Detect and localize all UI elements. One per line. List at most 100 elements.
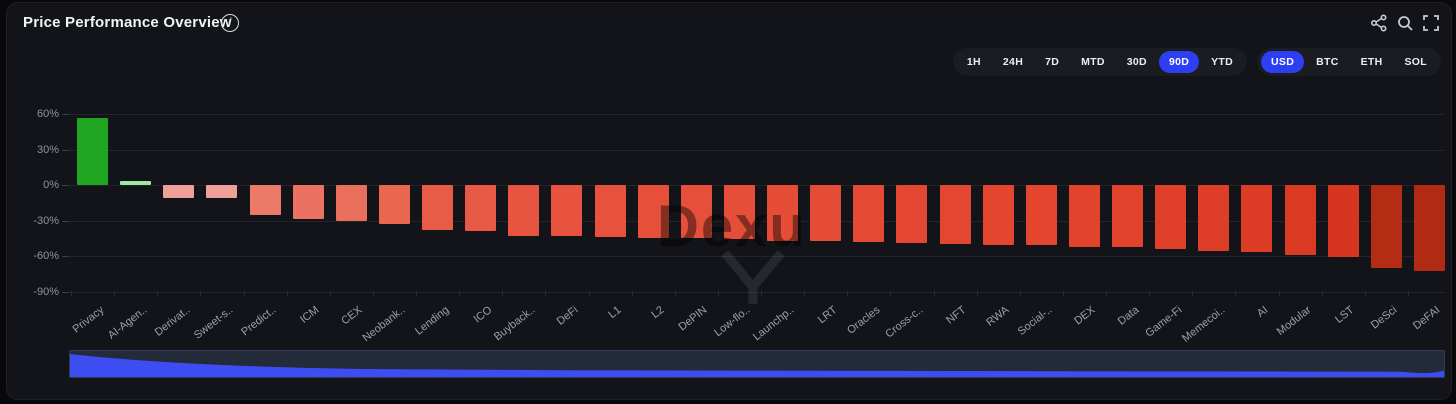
x-axis-label: L1 [606, 304, 624, 321]
y-axis-label: -60% [33, 250, 59, 262]
y-axis-tick [62, 291, 69, 293]
chart-bar-ai[interactable] [1241, 185, 1273, 253]
x-axis-tick [588, 291, 590, 296]
x-axis-tick [1321, 291, 1323, 296]
chart-bar-social-[interactable] [1025, 185, 1057, 246]
time-range-1h[interactable]: 1H [957, 51, 991, 73]
info-icon[interactable]: i [221, 14, 239, 32]
denomination-sol[interactable]: SOL [1395, 51, 1438, 73]
minimap-area-chart [70, 354, 1444, 377]
chart-bar-memecoi-[interactable] [1198, 185, 1230, 252]
chart-bar-defi[interactable] [551, 185, 583, 236]
x-axis-label: Launchp.. [750, 304, 796, 344]
y-axis-label: -90% [33, 285, 59, 298]
x-axis-tick [761, 291, 762, 296]
chart-bar-ico[interactable] [465, 185, 497, 232]
share-icon[interactable] [1369, 13, 1389, 33]
x-axis-label: L2 [649, 304, 667, 321]
chart-bar-privacy[interactable] [77, 117, 109, 185]
chart-bar-dex[interactable] [1068, 185, 1100, 247]
x-axis-label: Buyback.. [491, 304, 538, 344]
chart-bar-modular[interactable] [1284, 185, 1316, 255]
gridline [69, 114, 1445, 115]
x-axis-tick [847, 291, 849, 296]
chart-bar-rwa[interactable] [982, 185, 1014, 246]
x-axis-label: DeFAI [1411, 304, 1443, 333]
chart-bar-neobank-[interactable] [378, 185, 410, 225]
x-axis-label: Data [1115, 304, 1141, 328]
search-icon[interactable] [1395, 13, 1415, 33]
x-axis-label: Low-flo.. [712, 304, 753, 340]
chart-bar-ai-agen-[interactable] [120, 181, 152, 185]
chart-bar-game-fi[interactable] [1155, 185, 1187, 249]
chart-bar-depin[interactable] [680, 185, 712, 239]
denomination-usd[interactable]: USD [1261, 51, 1305, 73]
time-range-ytd[interactable]: YTD [1201, 51, 1243, 73]
x-axis-label: DePIN [676, 304, 710, 334]
chart-bar-icm[interactable] [292, 185, 324, 220]
chart-bar-lst[interactable] [1327, 185, 1359, 258]
y-axis-tick [62, 185, 69, 186]
x-axis-label: Neobank.. [360, 304, 408, 345]
time-range-group: 1H 24H 7D MTD 30D 90D YTD [952, 48, 1248, 76]
x-axis-label: ICO [471, 304, 495, 326]
time-range-7d[interactable]: 7D [1035, 51, 1069, 73]
bar-chart: 60% 30% 0% -30% -60% -90% Privacy AI-Agen.. Deri… [7, 3, 1451, 399]
x-axis-label: AI-Agen.. [105, 304, 150, 342]
y-axis-label: -30% [33, 214, 59, 227]
chart-bar-low-flo-[interactable] [723, 185, 755, 240]
chart-bar-lending[interactable] [422, 185, 454, 230]
chart-bar-desci[interactable] [1370, 185, 1402, 268]
x-axis-label: LST [1333, 304, 1357, 326]
x-axis-label: DEX [1072, 304, 1098, 328]
chart-bar-buyback-[interactable] [508, 185, 540, 236]
x-axis-tick [717, 291, 719, 296]
denomination-eth[interactable]: ETH [1351, 51, 1393, 73]
chart-bar-defai[interactable] [1413, 185, 1445, 272]
chart-controls: 1H 24H 7D MTD 30D 90D YTD USD BTC ETH SOL [952, 48, 1441, 76]
chart-bar-l2[interactable] [637, 185, 669, 239]
x-axis-tick [1235, 291, 1237, 296]
x-axis-tick [1364, 291, 1366, 296]
y-axis-tick [62, 114, 69, 115]
x-axis-label: NFT [944, 304, 969, 327]
gridline [69, 291, 1445, 293]
chart-bar-cex[interactable] [335, 185, 367, 221]
x-axis-label: RWA [984, 304, 1012, 329]
chart-bar-sweet-s-[interactable] [206, 185, 238, 199]
chart-bar-data[interactable] [1112, 185, 1144, 247]
chart-bar-cross-c-[interactable] [896, 185, 928, 243]
denomination-btc[interactable]: BTC [1306, 51, 1348, 73]
x-axis-tick [890, 291, 892, 296]
x-axis-tick [1019, 291, 1021, 296]
x-axis-tick [286, 291, 288, 296]
time-range-24h[interactable]: 24H [993, 51, 1033, 73]
minimap-brush[interactable] [69, 350, 1445, 378]
chart-bar-oracles[interactable] [853, 185, 885, 242]
x-axis-tick [459, 291, 461, 296]
x-axis-label: LRT [815, 304, 840, 327]
x-axis-label: Memecoi.. [1179, 304, 1228, 345]
chart-bar-predict-[interactable] [249, 185, 281, 215]
x-axis-label: Predict.. [239, 304, 279, 339]
x-axis-tick [71, 291, 72, 296]
x-axis-label: Privacy [70, 304, 106, 336]
time-range-30d[interactable]: 30D [1117, 51, 1157, 73]
x-axis-label: AI [1254, 304, 1271, 320]
x-axis-label: Derivat.. [152, 304, 193, 339]
chart-bar-launchp-[interactable] [767, 185, 799, 241]
y-axis-label: 30% [36, 143, 59, 156]
time-range-mtd[interactable]: MTD [1071, 51, 1115, 73]
price-performance-panel: Price Performance Overview i 1H 24H 7D MTD 3… [6, 2, 1452, 400]
x-axis-label: ICM [298, 304, 322, 326]
gridline [69, 149, 1445, 151]
chart-bar-lrt[interactable] [810, 185, 842, 241]
x-axis-tick [976, 291, 978, 296]
x-axis-label: DeFi [554, 304, 581, 328]
chart-bar-l1[interactable] [594, 185, 626, 238]
chart-bar-derivat-[interactable] [163, 185, 195, 199]
x-axis-label: DeSci [1369, 304, 1400, 332]
time-range-90d[interactable]: 90D [1158, 51, 1200, 73]
fullscreen-icon[interactable] [1421, 13, 1441, 33]
chart-bar-nft[interactable] [939, 185, 971, 245]
